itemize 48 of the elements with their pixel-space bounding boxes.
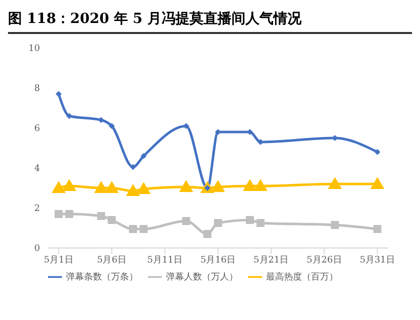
y-tick-label: 8 [34,84,40,94]
x-tick-label: 5月21日 [254,255,289,266]
legend-label: 最高热度（百万） [266,272,338,282]
x-tick-label: 5月6日 [97,255,126,266]
chart-title: 图 118：2020 年 5 月冯提莫直播间人气情况 [8,8,412,34]
point [54,210,63,218]
point [330,221,339,229]
point [328,177,342,189]
point [140,225,148,233]
y-tick-label: 0 [34,244,40,254]
point [65,210,74,218]
point [52,181,66,193]
x-tick-label: 5月31日 [360,255,395,266]
point [97,212,106,220]
point [211,180,225,192]
point [129,225,137,233]
point [108,123,115,129]
x-tick-label: 5月1日 [44,255,74,266]
point [56,91,62,97]
x-tick-label: 5月11日 [147,255,182,266]
point [370,177,384,189]
point [104,181,119,193]
y-tick-label: 4 [34,164,40,174]
legend-label: 弹幕条数（万条） [66,272,138,282]
point [214,219,222,227]
x-tick-label: 5月26日 [306,255,342,266]
point [373,225,382,233]
point [182,217,190,225]
y-tick-label: 10 [28,44,40,54]
point [66,113,72,119]
point [136,182,151,194]
point [140,153,147,159]
point [179,180,194,192]
point [256,219,264,227]
point [242,179,257,191]
point [62,179,76,191]
point [130,164,136,170]
x-tick-label: 5月16日 [200,255,236,266]
point [203,230,212,238]
point [374,149,380,155]
legend-label: 弹幕人数（万人） [166,272,238,282]
point [108,216,116,224]
y-tick-label: 6 [34,124,40,134]
point [126,184,140,196]
point [246,216,254,224]
point [94,181,108,193]
y-tick-label: 2 [34,204,40,214]
point [254,179,268,191]
